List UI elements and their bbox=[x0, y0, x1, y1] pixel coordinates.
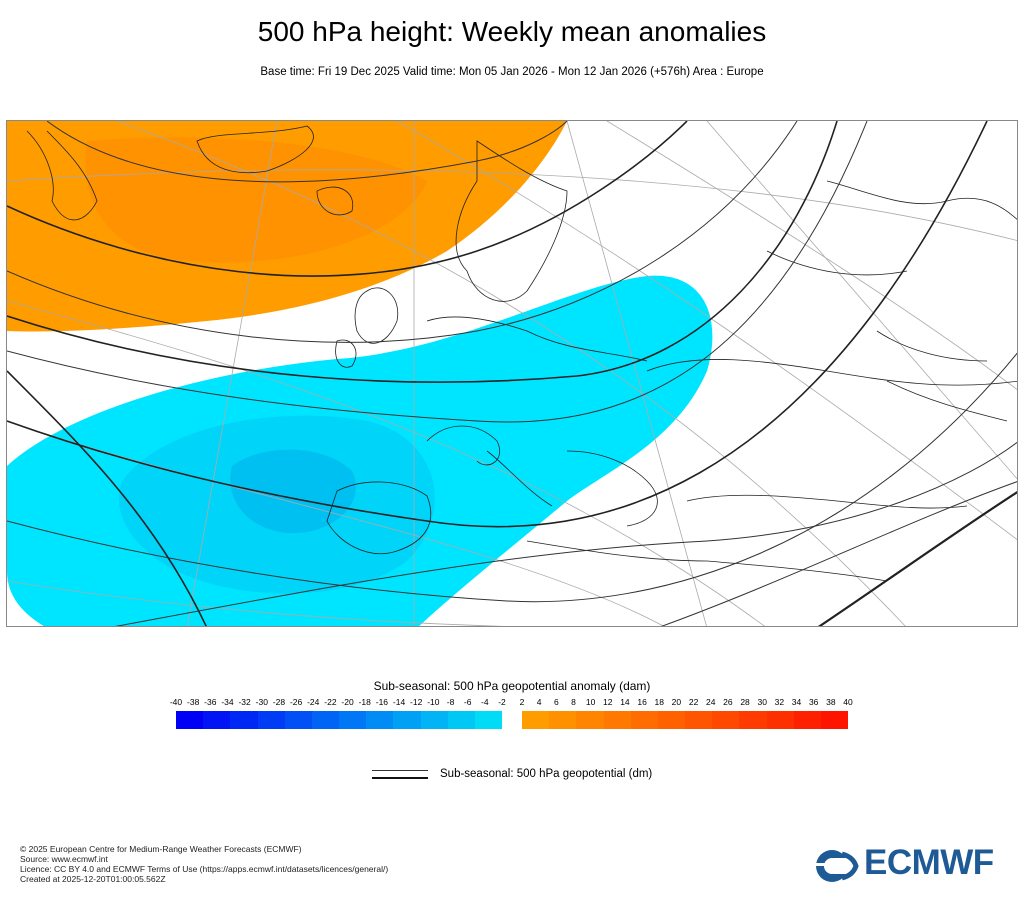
coastlines bbox=[26, 125, 1017, 582]
colorbar-tick-label: -14 bbox=[392, 697, 406, 707]
colorbar-tick-label: 6 bbox=[553, 697, 559, 707]
colorbar-tick-label: 32 bbox=[774, 697, 785, 707]
positive-anomaly-core bbox=[85, 137, 427, 263]
colorbar-tick-label: 36 bbox=[808, 697, 819, 707]
colorbar-tick-label: -18 bbox=[358, 697, 371, 707]
colorbar-swatch-positive bbox=[685, 711, 713, 729]
colorbar-tick-label: -24 bbox=[307, 697, 320, 707]
colorbar-tick-label: 26 bbox=[723, 697, 733, 707]
colorbar-tick-label: -22 bbox=[324, 697, 337, 707]
colorbar-swatch-negative bbox=[366, 711, 394, 729]
colorbar-tick-label: 2 bbox=[519, 697, 525, 707]
licence-line: Licence: CC BY 4.0 and ECMWF Terms of Us… bbox=[20, 864, 389, 874]
colorbar-swatch-positive bbox=[712, 711, 740, 729]
europe-map bbox=[7, 121, 1017, 626]
graticule bbox=[7, 121, 1017, 626]
colorbar-tick-label: -32 bbox=[238, 697, 251, 707]
colorbar-swatch-positive bbox=[657, 711, 686, 729]
colorbar-tick-label: -12 bbox=[410, 697, 423, 707]
colorbar-swatch-negative bbox=[311, 711, 340, 729]
colorbar-swatch-positive bbox=[603, 711, 632, 729]
colorbar-swatch-negative bbox=[420, 711, 449, 729]
colorbar-tick-label: 28 bbox=[740, 697, 750, 707]
colorbar-swatch-positive bbox=[793, 711, 822, 729]
contour-legend-label: Sub-seasonal: 500 hPa geopotential (dm) bbox=[440, 768, 653, 780]
colorbar-tick-label: 30 bbox=[757, 697, 767, 707]
colorbar-swatch-negative bbox=[176, 711, 204, 729]
colorbar-tick-label: 8 bbox=[571, 697, 576, 707]
colorbar-swatch-negative bbox=[230, 711, 258, 729]
colorbar-tick-label: -40 bbox=[169, 697, 183, 707]
colorbar-swatch-positive bbox=[549, 711, 577, 729]
contour-legend-line-thin bbox=[372, 770, 428, 771]
colorbar-tick-label: 16 bbox=[637, 697, 647, 707]
colorbar-swatch-negative bbox=[447, 711, 476, 729]
colorbar-tick-label: 20 bbox=[671, 697, 682, 707]
anomaly-colorbar: -40 -38 -36 -34 -32 -30 -28 -26 -24 -22 -20 -18 -16-… bbox=[170, 697, 853, 733]
colorbar-tick-label: -34 bbox=[221, 697, 234, 707]
colorbar-tick-label: 40 bbox=[843, 697, 853, 707]
colorbar-tick-label: 10 bbox=[585, 697, 596, 707]
copyright-line: © 2025 European Centre for Medium-Range … bbox=[20, 844, 302, 854]
negative-anomaly-core bbox=[230, 449, 356, 534]
chart-title: 500 hPa height: Weekly mean anomalies bbox=[257, 16, 767, 47]
colorbar-tick-label: 24 bbox=[706, 697, 716, 707]
colorbar-tick-label: 14 bbox=[620, 697, 630, 707]
colorbar-tick-label: -16 bbox=[375, 697, 389, 707]
colorbar-tick-label: -30 bbox=[255, 697, 268, 707]
colorbar-tick-label: -36 bbox=[204, 697, 217, 707]
colorbar-tick-label: 34 bbox=[791, 697, 802, 707]
colorbar-swatch-negative bbox=[474, 711, 503, 729]
colorbar-tick-label: 38 bbox=[826, 697, 836, 707]
colorbar-swatch-positive bbox=[576, 711, 604, 729]
ecmwf-logo-icon bbox=[814, 850, 860, 882]
colorbar-tick-label: -4 bbox=[481, 697, 489, 707]
map-panel bbox=[6, 120, 1018, 627]
source-line: Source: www.ecmwf.int bbox=[20, 854, 108, 864]
colorbar-tick-label: -10 bbox=[427, 697, 440, 707]
colorbar-swatch-positive bbox=[739, 711, 767, 729]
colorbar-swatch-negative bbox=[284, 711, 313, 729]
colorbar-tick-label: 12 bbox=[603, 697, 613, 707]
colorbar-tick-label: -26 bbox=[289, 697, 303, 707]
colorbar-tick-label: 4 bbox=[536, 697, 542, 707]
footer: © 2025 European Centre for Medium-Range … bbox=[20, 844, 388, 884]
colorbar-swatch-negative bbox=[339, 711, 367, 729]
colorbar-swatch-negative bbox=[203, 711, 231, 729]
colorbar-tick-label: -8 bbox=[446, 697, 455, 707]
colorbar-swatch-positive bbox=[820, 711, 849, 729]
colorbar-tick-label: -38 bbox=[187, 697, 200, 707]
colorbar-tick-label: 22 bbox=[688, 697, 699, 707]
ecmwf-logo-text: ECMWF bbox=[864, 843, 994, 882]
colorbar-tick-label: -6 bbox=[463, 697, 472, 707]
colorbar-swatch-negative bbox=[257, 711, 286, 729]
created-line: Created at 2025-12-20T01:00:05.562Z bbox=[20, 874, 166, 884]
ecmwf-logo: ECMWF bbox=[814, 843, 1014, 886]
colorbar-swatch-negative bbox=[393, 711, 421, 729]
colorbar-tick-label: -2 bbox=[498, 697, 506, 707]
contour-legend-line-thick bbox=[372, 777, 428, 779]
geopotential-contours bbox=[7, 121, 1017, 626]
colorbar-swatch-positive bbox=[630, 711, 659, 729]
chart-subtitle: Base time: Fri 19 Dec 2025 Valid time: M… bbox=[260, 66, 764, 78]
colorbar-tick-label: -28 bbox=[272, 697, 286, 707]
colorbar-tick-label: -20 bbox=[341, 697, 354, 707]
contour-legend: Sub-seasonal: 500 hPa geopotential (dm) bbox=[372, 768, 692, 784]
colorbar-tick-label: 18 bbox=[654, 697, 664, 707]
colorbar-title: Sub-seasonal: 500 hPa geopotential anoma… bbox=[373, 679, 651, 693]
colorbar-swatch-positive bbox=[522, 711, 550, 729]
colorbar-swatch-positive bbox=[766, 711, 795, 729]
